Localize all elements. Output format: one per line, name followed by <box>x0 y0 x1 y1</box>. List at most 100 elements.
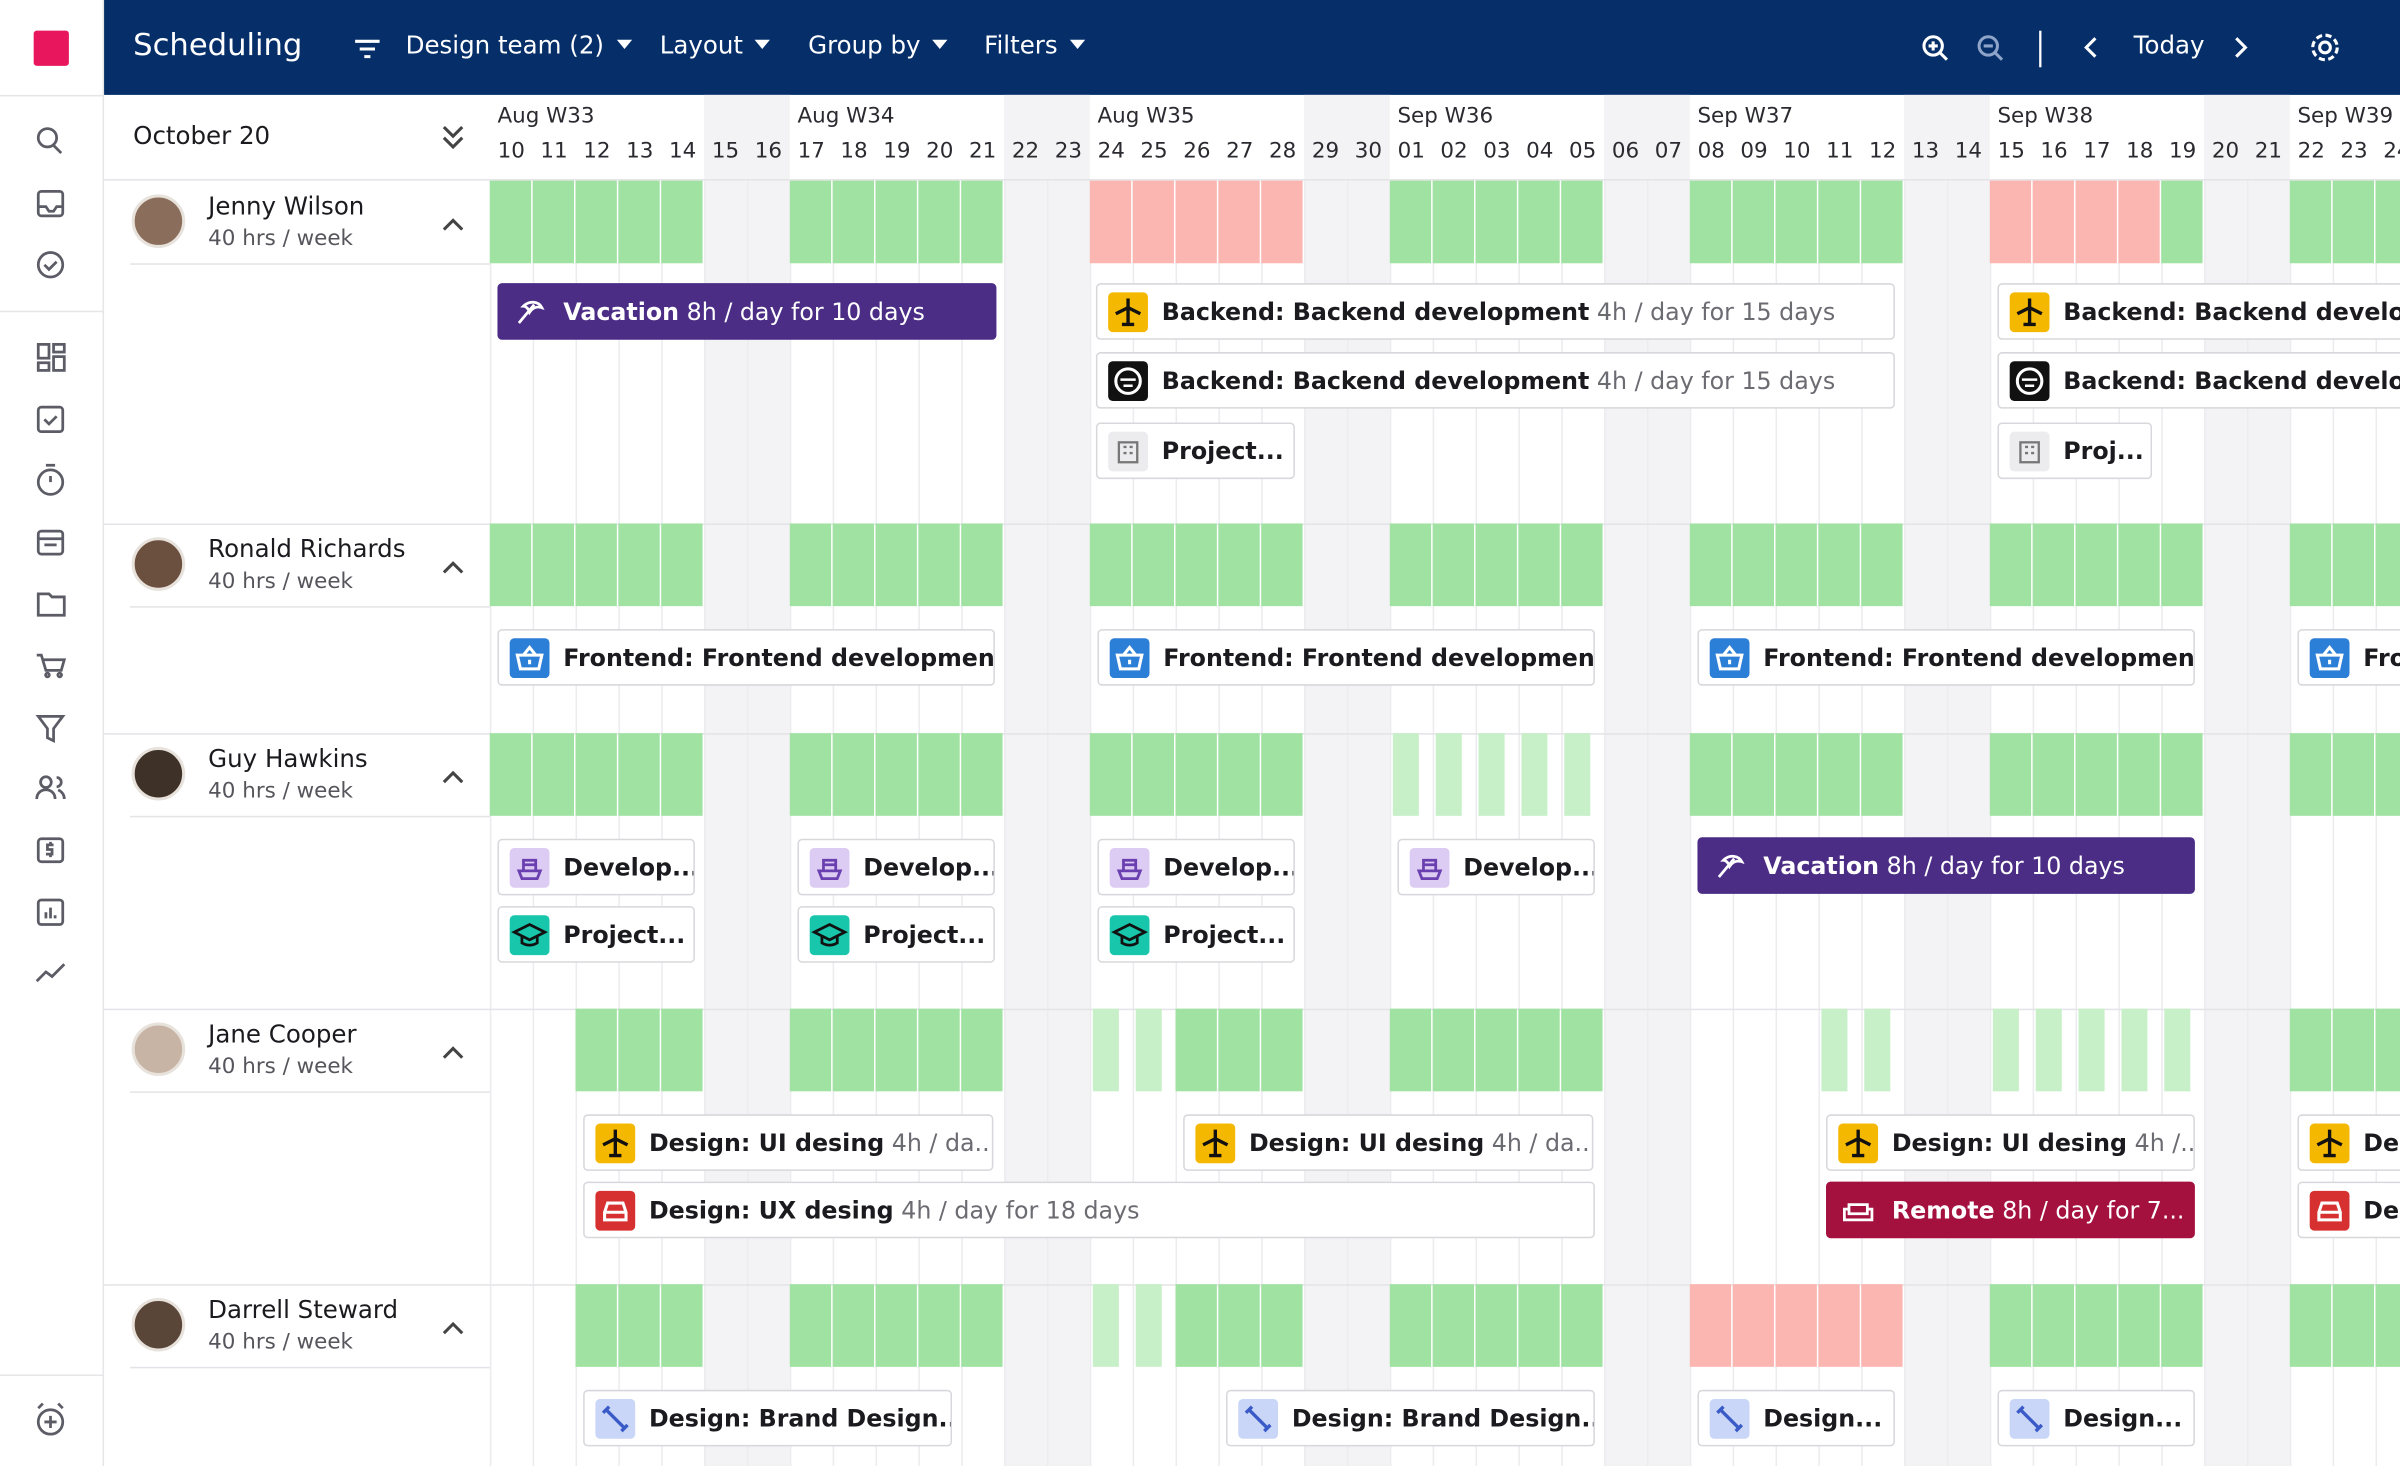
booking[interactable]: Project... <box>497 906 695 963</box>
filters-menu[interactable]: Filters <box>984 31 1086 60</box>
day-label: 05 <box>1568 139 1597 164</box>
booking[interactable]: Backend: Backend developm <box>1997 352 2400 409</box>
booking-text: Proj... <box>2063 438 2144 466</box>
availability-cell <box>1132 733 1174 816</box>
nav-icons[interactable] <box>0 0 103 1466</box>
current-date[interactable]: October 20 <box>133 120 271 150</box>
availability-cell <box>1089 180 1132 264</box>
logo[interactable] <box>33 30 69 66</box>
availability-cell <box>2032 1284 2074 1367</box>
booking[interactable]: Develop... <box>1097 838 1295 896</box>
booking[interactable]: Backend: Backend developm <box>1997 283 2400 340</box>
booking-title: Develop... <box>1463 854 1595 882</box>
booking[interactable]: Design... <box>1697 1389 1895 1447</box>
booking[interactable]: Project... <box>797 906 995 963</box>
availability-cell <box>1475 1008 1517 1092</box>
availability-cell <box>1818 180 1860 264</box>
booking-icon <box>1108 431 1148 472</box>
sidebar <box>0 0 105 1466</box>
availability-cell <box>1389 1284 1432 1367</box>
booking[interactable]: Proj... <box>1997 422 2153 480</box>
row-toggle[interactable] <box>441 1039 465 1068</box>
booking-title: Design: UI desing <box>648 1129 885 1158</box>
booking-text: Design: Brand Design... <box>1292 1405 1594 1433</box>
collapse-all[interactable] <box>439 122 467 153</box>
booking[interactable]: Develop... <box>497 838 695 896</box>
person-name: Ronald Richards <box>208 534 406 564</box>
booking[interactable]: Backend: Backend development 4h / day fo… <box>1095 283 1895 340</box>
divider <box>0 1374 103 1377</box>
booking[interactable]: Project... <box>1095 422 1295 480</box>
day-line <box>1432 180 1435 1466</box>
booking[interactable]: Des <box>2297 1114 2400 1171</box>
booking-detail: 4h / da... <box>1491 1129 1594 1158</box>
booking[interactable]: Design: UI desing 4h / da... <box>1183 1114 1594 1171</box>
availability-cell <box>1989 180 2032 264</box>
day-label: 15 <box>1997 139 2025 164</box>
booking[interactable]: Fro <box>2297 629 2400 686</box>
booking[interactable]: Vacation 8h / day for 10 days <box>497 283 997 340</box>
person-hours: 40 hrs / week <box>208 779 353 804</box>
booking[interactable]: Backend: Backend development 4h / day fo… <box>1095 352 1895 409</box>
booking-title: Design: UI desing <box>1891 1129 2128 1158</box>
booking[interactable]: Frontend: Frontend development <box>1697 629 2195 686</box>
booking[interactable]: Frontend: Frontend development <box>1097 629 1595 686</box>
booking-title: Develop... <box>563 854 695 882</box>
week-label: Sep W37 <box>1697 104 1794 129</box>
availability-cell <box>532 523 574 607</box>
booking[interactable]: Des <box>2297 1181 2400 1239</box>
day-line <box>1046 180 1049 1466</box>
booking[interactable]: Frontend: Frontend development <box>497 629 995 686</box>
availability-cell <box>1818 733 1860 816</box>
booking[interactable]: Design: UI desing 4h / da... <box>583 1114 994 1171</box>
booking[interactable]: Design: UX desing 4h / day for 18 days <box>583 1181 1595 1239</box>
booking[interactable]: Develop... <box>1397 838 1595 896</box>
group-menu[interactable]: Group by <box>808 31 949 60</box>
booking[interactable]: Design... <box>1997 1389 2195 1447</box>
booking-detail: 4h / day for 18 days <box>901 1196 1140 1225</box>
booking[interactable]: Design: Brand Design... <box>583 1389 953 1447</box>
booking[interactable]: Vacation 8h / day for 10 days <box>1697 837 2195 894</box>
layout-menu[interactable]: Layout <box>660 31 771 60</box>
availability-cell <box>918 180 960 264</box>
booking-text: Vacation 8h / day for 10 days <box>1763 853 2125 881</box>
availability-cell <box>2161 1284 2203 1367</box>
booking-icon <box>2009 1398 2050 1439</box>
row-toggle[interactable] <box>441 1315 465 1344</box>
booking[interactable]: Develop... <box>797 838 995 896</box>
availability-cell <box>1821 1008 1848 1092</box>
booking-icon <box>1109 915 1150 956</box>
booking-text: Project... <box>863 921 985 949</box>
availability-cell <box>2375 1008 2400 1092</box>
team-menu[interactable]: Design team (2) <box>406 31 632 60</box>
availability-cell <box>1432 1008 1474 1092</box>
availability-cell <box>961 523 1003 607</box>
availability-cell <box>918 1284 960 1367</box>
day-line <box>1304 180 1306 1466</box>
booking[interactable]: Project... <box>1097 906 1295 963</box>
availability-cell <box>1175 180 1217 264</box>
availability-cell <box>2161 733 2203 816</box>
toolbar-icons[interactable] <box>1918 30 2377 68</box>
availability-cell <box>1861 523 1903 607</box>
availability-cell <box>1861 733 1903 816</box>
booking[interactable]: Design: Brand Design... <box>1226 1389 1595 1447</box>
booking-icon <box>509 915 550 956</box>
today-button[interactable]: Today <box>2133 30 2205 60</box>
availability-cell <box>1218 180 1260 264</box>
availability-cell <box>1432 523 1474 607</box>
booking-icon <box>509 847 550 888</box>
booking[interactable]: Remote 8h / day for 7... <box>1826 1181 2195 1239</box>
row-toggle[interactable] <box>441 211 465 240</box>
availability-cell <box>2121 1008 2148 1092</box>
row-toggle[interactable] <box>441 554 465 583</box>
availability-cell <box>918 1008 960 1092</box>
availability-cell <box>1475 1284 1517 1367</box>
team-label: Design team (2) <box>405 30 604 60</box>
availability-cell <box>2118 180 2160 264</box>
booking-icon <box>809 847 850 888</box>
booking[interactable]: Design: UI desing 4h /... <box>1826 1114 2195 1171</box>
availability-cell <box>789 1284 832 1367</box>
day-line <box>532 180 535 1466</box>
row-toggle[interactable] <box>441 764 465 793</box>
